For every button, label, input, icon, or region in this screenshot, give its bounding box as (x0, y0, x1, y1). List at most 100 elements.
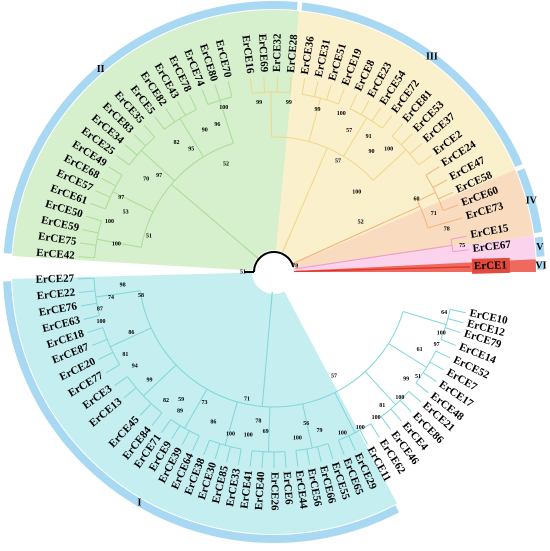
leaf-label: ErCE16 (239, 34, 256, 74)
bootstrap-value: 100 (96, 319, 105, 325)
bootstrap-value: 91 (366, 134, 372, 140)
group-label-V: V (536, 242, 544, 253)
bootstrap-value: 95 (188, 147, 194, 153)
bootstrap-value: 100 (384, 147, 393, 153)
branch-stem-III (281, 235, 291, 254)
group-sectors (12, 9, 536, 534)
bootstrap-value: 74 (108, 295, 114, 301)
bootstrap-value: 100 (352, 189, 361, 195)
bootstrap-value: 51 (240, 269, 246, 275)
bootstrap-value: 100 (437, 330, 446, 336)
bootstrap-value: 57 (331, 373, 337, 379)
bootstrap-value: 51 (415, 374, 421, 380)
bootstrap-value: 78 (444, 226, 450, 232)
bootstrap-value: 57 (346, 128, 352, 134)
bootstrap-value: 78 (292, 264, 298, 270)
bootstrap-value: 100 (338, 430, 347, 436)
bootstrap-value: 53 (123, 209, 129, 215)
bootstrap-value: 94 (132, 363, 138, 369)
bootstrap-value: 89 (177, 409, 183, 415)
leaf-label: ErCE6 (281, 471, 295, 505)
bootstrap-value: 79 (316, 428, 322, 434)
bootstrap-value: 61 (417, 347, 423, 353)
bootstrap-value: 99 (256, 100, 262, 106)
sector-IV (294, 169, 534, 269)
bootstrap-value: 82 (163, 398, 169, 404)
bootstrap-value: 73 (202, 400, 208, 406)
bootstrap-value: 100 (226, 432, 235, 438)
bootstrap-value: 99 (314, 107, 320, 113)
group-label-II: II (97, 64, 105, 75)
group-outer-ring (3, 1, 545, 543)
root-arc (253, 251, 295, 273)
bootstrap-value: 86 (210, 420, 216, 426)
bootstrap-value: 99 (286, 100, 292, 106)
sector-III (276, 11, 516, 264)
leaf-label: ErCE28 (285, 33, 300, 73)
bootstrap-value: 52 (223, 162, 229, 168)
leaf-label: ErCE44 (293, 470, 310, 510)
leaf-box-ErCE1 (471, 257, 511, 274)
bootstrap-value: 90 (202, 127, 208, 133)
bootstrap-value: 82 (174, 140, 180, 146)
leaf-label: ErCE26 (268, 472, 280, 511)
bootstrap-value: 64 (441, 310, 447, 316)
leaf-label: ErCE75 (37, 230, 77, 248)
branch-stem-IV (291, 222, 384, 265)
bootstrap-value: 100 (372, 415, 381, 421)
bootstrap-value: 97 (118, 195, 124, 201)
group-label-VI: VI (535, 260, 546, 271)
bootstrap-value: 51 (146, 234, 152, 240)
bootstrap-value: 98 (120, 283, 126, 289)
leaf-label: ErCE67 (472, 239, 512, 255)
bootstrap-value: 100 (244, 432, 253, 438)
leaf-label: ErCE42 (36, 247, 76, 262)
bootstrap-value: 100 (293, 436, 302, 442)
branch-stem-II (243, 245, 260, 260)
ring-arc-VI (536, 261, 545, 270)
bootstrap-value: 100 (356, 425, 365, 431)
bootstrap-value: 75 (459, 243, 465, 249)
leaf-label: ErCE32 (271, 33, 284, 72)
bootstrap-value: 60 (414, 197, 420, 203)
bootstrap-value: 52 (358, 219, 364, 225)
bootstrap-value: 100 (112, 242, 121, 248)
ring-arc-IV (516, 168, 543, 234)
bootstrap-value: 100 (337, 111, 346, 117)
bootstrap-value: 81 (379, 403, 385, 409)
sector-I (12, 272, 398, 534)
bootstrap-value: 100 (219, 105, 228, 111)
bootstrap-value: 78 (255, 419, 261, 425)
leaf-label: ErCE41 (239, 470, 256, 510)
bootstrap-value: 71 (244, 397, 250, 403)
bootstrap-value: 71 (431, 211, 437, 217)
bootstrap-value: 70 (143, 177, 149, 183)
bootstrap-value: 97 (434, 342, 440, 348)
bootstrap-value: 96 (214, 122, 220, 128)
group-label-III: III (426, 52, 438, 63)
bootstrap-value: 57 (335, 159, 341, 165)
leaf-label: ErCE1 (474, 259, 507, 272)
bootstrap-value: 87 (97, 306, 103, 312)
leaf-label: ErCE22 (36, 286, 76, 302)
bootstrap-value: 97 (156, 173, 162, 179)
bootstrap-value: 100 (395, 395, 404, 401)
bootstrap-value: 100 (105, 219, 114, 225)
branch-stem-I (269, 291, 273, 312)
leaf-label: ErCE27 (35, 272, 74, 285)
bootstrap-value: 59 (178, 397, 184, 403)
ring-arc-V (534, 236, 545, 257)
bootstrap-value: 99 (146, 378, 152, 384)
leaf-label: ErCE40 (253, 471, 267, 511)
bootstrap-value: 90 (369, 149, 375, 155)
bootstrap-value: 81 (122, 352, 128, 358)
ring-arc-I (3, 281, 400, 543)
bootstrap-value: 86 (128, 330, 134, 336)
bootstrap-values: 6410097615199100811001001007956100576978… (96, 100, 465, 442)
tree-branches (78, 76, 470, 468)
bootstrap-value: 69 (263, 429, 269, 435)
sector-II (12, 9, 300, 271)
bootstrap-value: 58 (138, 293, 144, 299)
